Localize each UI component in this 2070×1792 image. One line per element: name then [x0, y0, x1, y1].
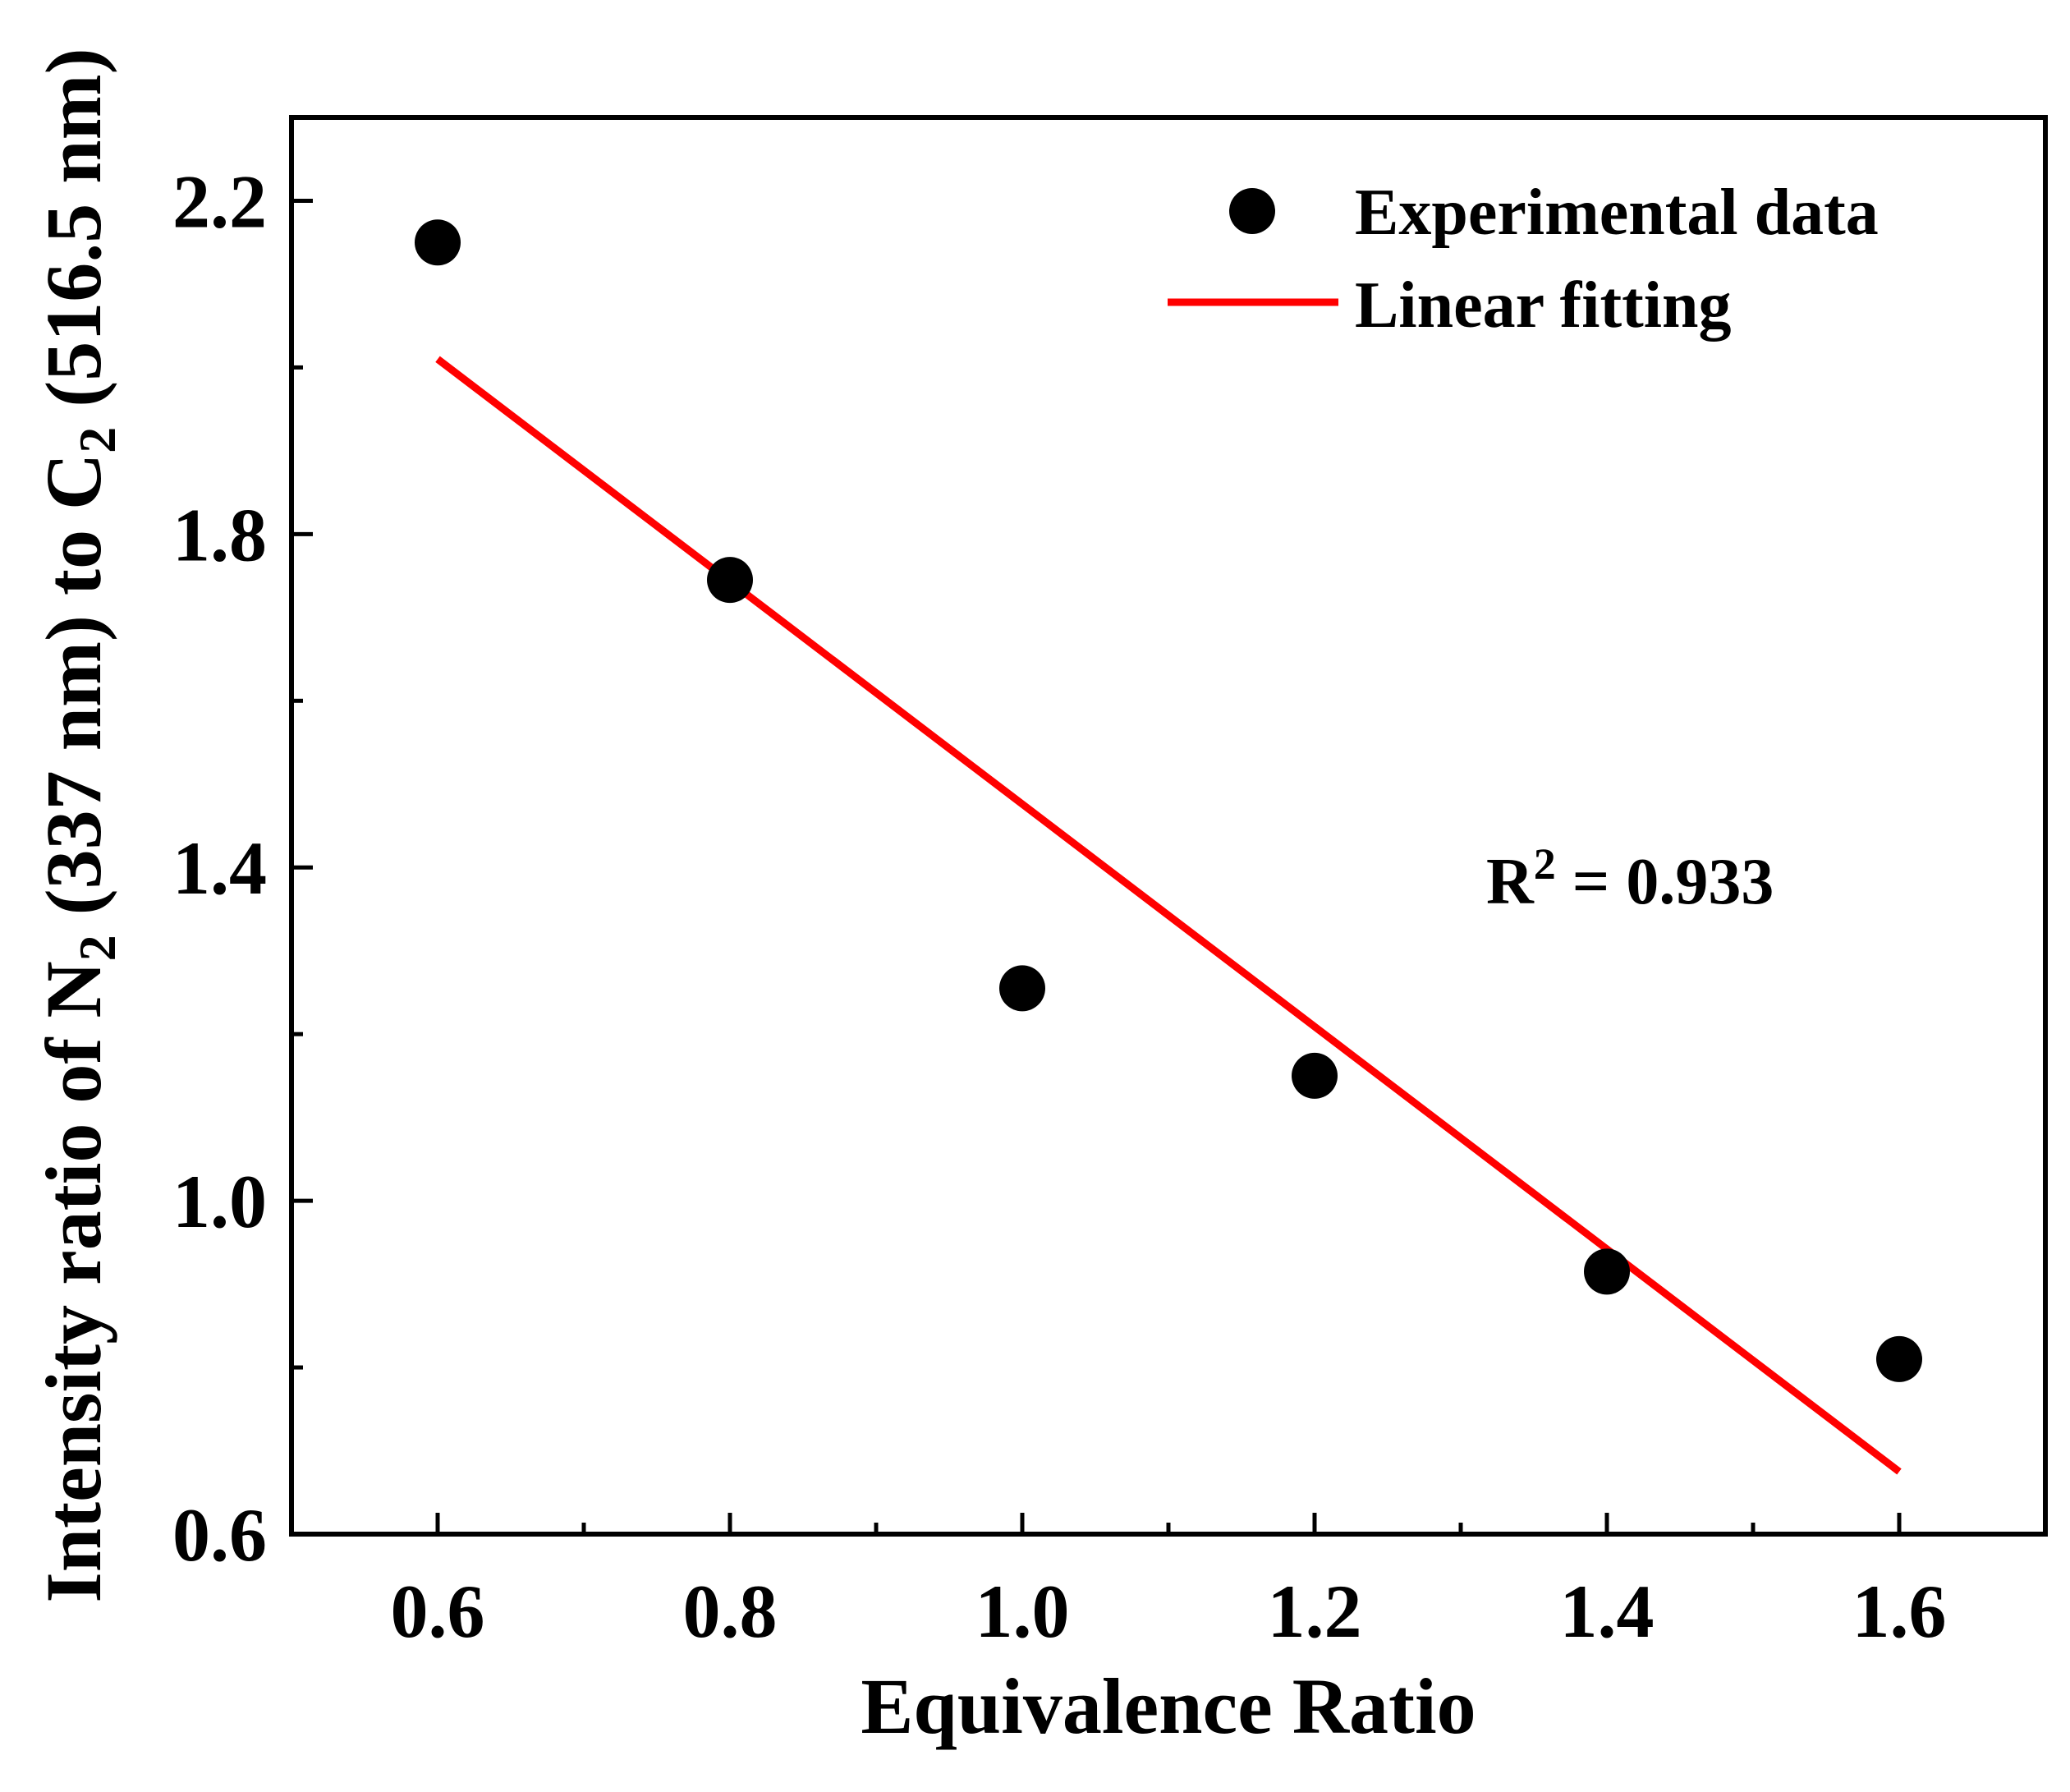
r-squared-annotation: R2 = 0.933	[1486, 839, 1774, 918]
y-axis-ticks: 0.6 1.0 1.4 1.8 2.2	[172, 159, 313, 1577]
y-axis-title-part2: (337 nm) to C	[30, 453, 117, 935]
data-point	[1876, 1335, 1922, 1382]
legend-label-experimental: Experimental data	[1355, 177, 1879, 249]
fit-line	[435, 356, 1902, 1475]
legend-marker-experimental	[1229, 188, 1275, 234]
x-tick-label: 1.2	[1268, 1569, 1362, 1653]
y-tick-label: 1.0	[172, 1160, 267, 1243]
x-axis-title: Equivalence Ratio	[861, 1662, 1476, 1750]
y-tick-label: 0.6	[172, 1493, 267, 1577]
data-point	[707, 557, 753, 604]
y-axis-title-part1: Intensity ratio of N	[30, 961, 117, 1602]
data-point	[1584, 1248, 1630, 1295]
y-axis-title-part3: (516.5 nm)	[30, 48, 117, 426]
x-tick-label: 0.6	[391, 1569, 485, 1653]
x-tick-label: 0.8	[683, 1569, 778, 1653]
legend: Experimental data Linear fitting	[1168, 177, 1879, 342]
data-point	[415, 219, 461, 266]
y-tick-label: 2.2	[172, 159, 267, 243]
y-tick-label: 1.8	[172, 493, 267, 577]
r-squared-symbol: R	[1486, 846, 1535, 918]
x-tick-label: 1.0	[975, 1569, 1070, 1653]
r-squared-value: = 0.933	[1556, 846, 1774, 918]
fit-line-layer	[435, 356, 1902, 1475]
x-axis-ticks: 0.6 0.8 1.0 1.2 1.4 1.6	[391, 1513, 1947, 1653]
y-tick-label: 1.4	[172, 826, 267, 910]
x-tick-label: 1.4	[1560, 1569, 1655, 1653]
plot-frame	[289, 115, 2048, 1537]
r-squared-power: 2	[1534, 839, 1556, 889]
data-point	[999, 965, 1045, 1012]
x-tick-label: 1.6	[1852, 1569, 1947, 1653]
y-axis-title-sub2: 2	[68, 427, 126, 453]
data-points-layer	[415, 219, 1922, 1382]
data-point	[1292, 1052, 1338, 1099]
y-axis-title: Intensity ratio of N2 (337 nm) to C2 (51…	[30, 48, 126, 1602]
legend-label-fit: Linear fitting	[1355, 269, 1732, 342]
y-axis-title-sub1: 2	[68, 935, 126, 961]
